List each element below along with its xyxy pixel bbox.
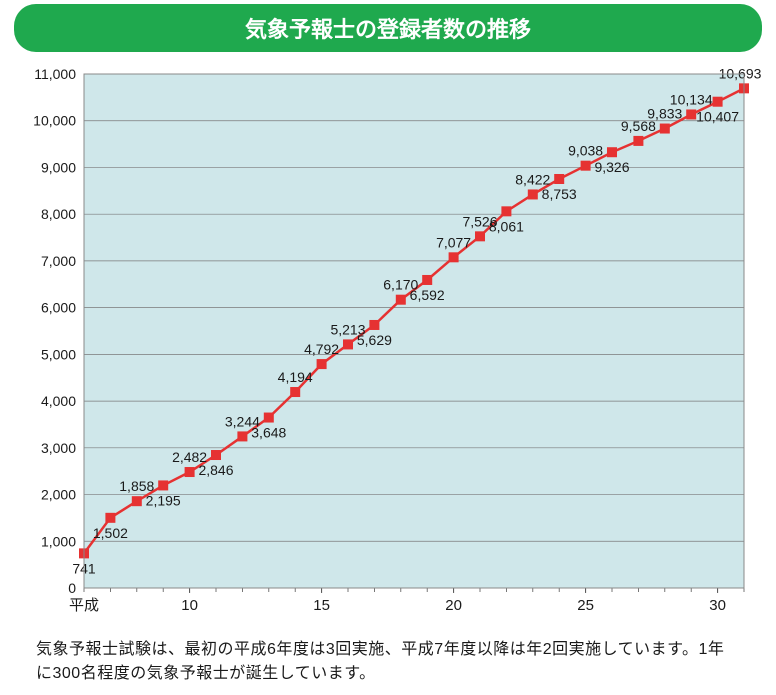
svg-text:10,000: 10,000 (33, 113, 76, 129)
svg-text:1,000: 1,000 (41, 533, 76, 549)
svg-text:9,833: 9,833 (647, 106, 682, 122)
svg-text:10: 10 (181, 597, 198, 614)
svg-text:0: 0 (68, 580, 76, 596)
footer-caption: 気象予報士試験は、最初の平成6年度は3回実施、平成7年度以降は年2回実施していま… (14, 638, 762, 686)
svg-text:9,326: 9,326 (594, 159, 629, 175)
svg-text:2,195: 2,195 (146, 492, 181, 508)
svg-text:10,407: 10,407 (696, 109, 739, 125)
line-chart: 0 1,000 2,000 3,000 4,000 5,000 6,000 7,000 8,00… (14, 64, 762, 624)
chart-title: 気象予報士の登録者数の推移 (14, 4, 762, 52)
svg-text:3,000: 3,000 (41, 440, 76, 456)
svg-text:1,502: 1,502 (93, 525, 128, 541)
svg-text:7,077: 7,077 (436, 234, 471, 250)
svg-text:15: 15 (313, 597, 330, 614)
svg-text:30: 30 (709, 597, 726, 614)
svg-text:8,753: 8,753 (542, 186, 577, 202)
svg-text:25: 25 (577, 597, 594, 614)
svg-text:5,629: 5,629 (357, 332, 392, 348)
svg-text:11,000: 11,000 (34, 66, 76, 82)
svg-text:9,000: 9,000 (41, 159, 76, 175)
svg-text:8,061: 8,061 (489, 218, 524, 234)
svg-text:6,592: 6,592 (410, 287, 445, 303)
svg-text:7,000: 7,000 (41, 253, 76, 269)
svg-text:4,000: 4,000 (41, 393, 76, 409)
svg-text:10,134: 10,134 (670, 91, 713, 107)
svg-text:平成: 平成 (69, 597, 99, 614)
svg-text:9,038: 9,038 (568, 143, 603, 159)
svg-text:10,693: 10,693 (719, 65, 762, 81)
svg-text:20: 20 (445, 597, 462, 614)
svg-text:2,000: 2,000 (41, 487, 76, 503)
svg-text:4,792: 4,792 (304, 341, 339, 357)
svg-text:3,648: 3,648 (251, 425, 286, 441)
svg-text:6,000: 6,000 (41, 300, 76, 316)
svg-text:8,000: 8,000 (41, 206, 76, 222)
svg-text:5,000: 5,000 (41, 346, 76, 362)
svg-text:2,846: 2,846 (198, 462, 233, 478)
svg-text:4,194: 4,194 (278, 369, 313, 385)
chart-container: 0 1,000 2,000 3,000 4,000 5,000 6,000 7,000 8,00… (14, 64, 762, 624)
